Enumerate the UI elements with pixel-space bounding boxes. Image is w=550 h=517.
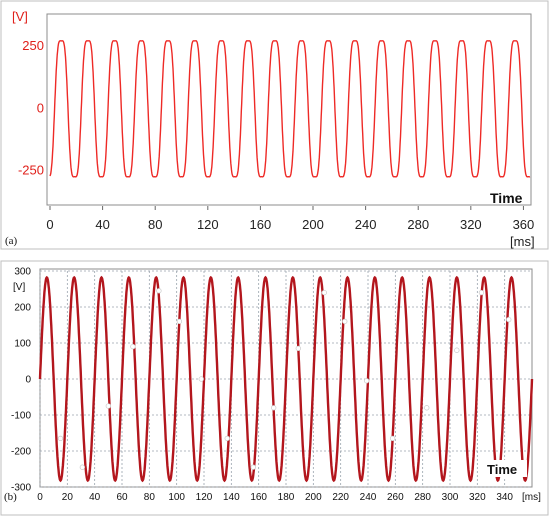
panel-b-xtick-label: 140 bbox=[223, 492, 240, 503]
panel-b-ytick-label: 200 bbox=[14, 303, 31, 314]
panel-b-sample-marker bbox=[250, 464, 256, 470]
panel-b-xtick-label: 220 bbox=[332, 492, 349, 503]
panel-b-xtick-label: 40 bbox=[89, 492, 101, 503]
panel-b-sample-marker bbox=[295, 345, 301, 352]
panel-a-time-annotation: Time bbox=[490, 190, 523, 206]
panel-b-xtick-label: 0 bbox=[37, 492, 43, 503]
panel-b-sample-marker bbox=[424, 405, 430, 411]
panel-b-sample-marker bbox=[79, 464, 86, 470]
panel-b-ytick-label: -200 bbox=[11, 447, 31, 458]
panel-a-xtick-label: 40 bbox=[95, 217, 109, 232]
panel-a-voltage-series-line bbox=[49, 40, 531, 178]
panel-a-xtick-label: 80 bbox=[148, 217, 162, 232]
panel-b-sample-marker bbox=[224, 435, 230, 442]
panel-b-xtick-label: 60 bbox=[116, 492, 128, 503]
panel-b-sample-marker bbox=[198, 376, 204, 382]
panel-b-ytick-label: 300 bbox=[14, 267, 31, 278]
panel-b-sample-marker bbox=[156, 288, 162, 294]
panel-b-ytick-label: 100 bbox=[14, 339, 31, 350]
panel-b-panel-label: (b) bbox=[4, 491, 17, 503]
panel-b-xtick-group: 0 20 40 60 80 100 120 140 160 180 200 220 240 260 280 3… bbox=[37, 492, 513, 503]
panel-b-xtick-label: 180 bbox=[278, 492, 295, 503]
panel-b-sample-marker bbox=[321, 289, 327, 296]
panel-a-xtick-label: 280 bbox=[407, 217, 429, 232]
panel-a-xtick-label: 160 bbox=[250, 217, 272, 232]
panel-a-xtick-group: 0 40 80 120 160 200 240 280 320 360 bbox=[46, 206, 534, 232]
panel-a-panel-label: (a) bbox=[5, 235, 18, 247]
panel-b-sample-marker bbox=[454, 347, 460, 353]
panel-b-sample-marker bbox=[105, 403, 111, 409]
panel-a-xlabel: [ms] bbox=[510, 234, 535, 249]
panel-b-sample-marker bbox=[506, 316, 512, 323]
panel-b-xtick-label: 120 bbox=[196, 492, 213, 503]
panel-b-sample-marker bbox=[478, 289, 485, 296]
panel-a-plot-area bbox=[46, 13, 532, 206]
panel-b-xtick-label: 260 bbox=[387, 492, 404, 503]
panel-b-xlabel: [ms] bbox=[522, 492, 541, 503]
panel-b-ytick-group: 300 200 100 0 -100 -200 -300 bbox=[11, 267, 31, 494]
panel-b-marker-group bbox=[57, 288, 512, 470]
panel-b-ytick-label: -300 bbox=[11, 483, 31, 494]
panel-b-xtick-label: 340 bbox=[496, 492, 513, 503]
panel-a-ylabel: [V] bbox=[12, 9, 28, 24]
panel-b-voltage-series-line bbox=[38, 275, 534, 483]
panel-b-ytick-label: 0 bbox=[25, 375, 31, 386]
panel-b-xtick-label: 80 bbox=[144, 492, 156, 503]
panel-b-sample-marker bbox=[271, 405, 277, 411]
panel-b-xtick-label: 200 bbox=[305, 492, 322, 503]
panel-b-sample-marker bbox=[389, 435, 396, 442]
panel-a-xtick-label: 240 bbox=[355, 217, 377, 232]
panel-b-xtick-label: 300 bbox=[442, 492, 459, 503]
panel-b-sample-marker bbox=[342, 318, 348, 325]
panel-b-sample-marker bbox=[57, 435, 64, 442]
panel-b-xtick-label: 20 bbox=[62, 492, 74, 503]
panel-a-xtick-label: 120 bbox=[197, 217, 219, 232]
panel-b-xtick-label: 240 bbox=[360, 492, 377, 503]
panel-a-xtick-label: 200 bbox=[302, 217, 324, 232]
panel-b-xtick-label: 160 bbox=[250, 492, 267, 503]
panel-a-ytick-group: 250 0 -250 bbox=[18, 38, 44, 177]
panel-a-ytick-label: 0 bbox=[37, 100, 44, 115]
panel-a-ytick-label: 250 bbox=[22, 38, 44, 53]
panel-a-ytick-label: -250 bbox=[18, 162, 44, 177]
panel-b-xtick-label: 320 bbox=[469, 492, 486, 503]
panel-b-ytick-label: -100 bbox=[11, 411, 31, 422]
panel-a-xtick-label: 0 bbox=[46, 217, 53, 232]
panel-b-sample-marker bbox=[176, 318, 183, 325]
panel-a-xtick-label: 320 bbox=[460, 217, 482, 232]
panel-a-xtick-label: 360 bbox=[513, 217, 535, 232]
panel-b-xtick-label: 100 bbox=[168, 492, 185, 503]
panel-b-ylabel: [V] bbox=[13, 282, 25, 293]
panel-b-time-annotation: Time bbox=[487, 462, 517, 477]
panel-b-sample-marker bbox=[363, 378, 370, 384]
panel-b-chart: 300 200 100 0 -100 -200 -300 0 20 40 60 80 100 120 14… bbox=[0, 260, 549, 516]
panel-b-xtick-label: 280 bbox=[414, 492, 431, 503]
panel-b-time-annotation-bg bbox=[485, 460, 527, 477]
panel-b-sample-marker bbox=[130, 343, 136, 350]
